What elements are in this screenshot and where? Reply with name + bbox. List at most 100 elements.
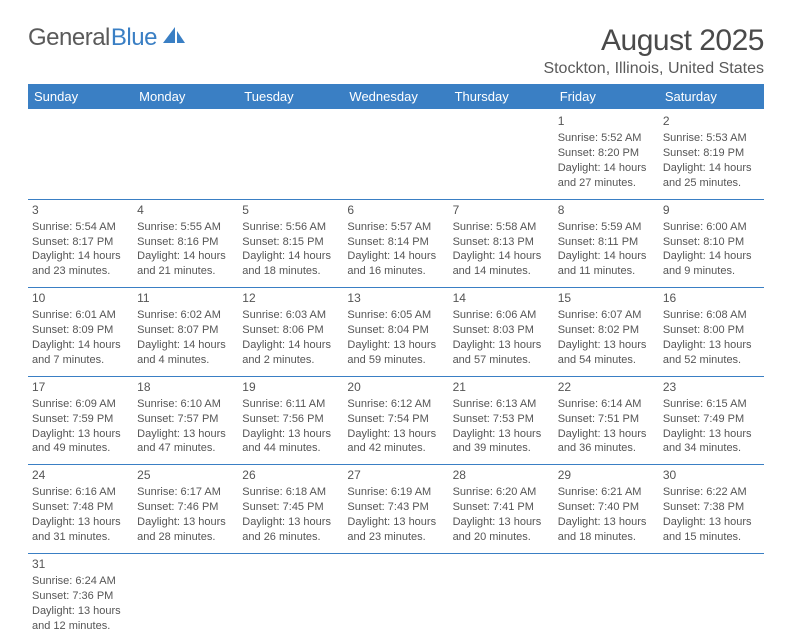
calendar-cell: 16Sunrise: 6:08 AMSunset: 8:00 PMDayligh… [659,288,764,377]
daylight-text: Daylight: 14 hours [32,338,129,353]
sunset-text: Sunset: 7:59 PM [32,412,129,427]
sunset-text: Sunset: 8:07 PM [137,323,234,338]
daylight-text: Daylight: 14 hours [558,249,655,264]
calendar-cell: 4Sunrise: 5:55 AMSunset: 8:16 PMDaylight… [133,199,238,288]
day-header: Thursday [449,84,554,109]
daylight-text: and 18 minutes. [242,264,339,279]
daylight-text: and 20 minutes. [453,530,550,545]
daylight-text: and 31 minutes. [32,530,129,545]
sunrise-text: Sunrise: 6:03 AM [242,308,339,323]
calendar-cell: 21Sunrise: 6:13 AMSunset: 7:53 PMDayligh… [449,376,554,465]
calendar-cell-empty [28,109,133,199]
sunrise-text: Sunrise: 6:01 AM [32,308,129,323]
calendar-cell-empty [554,553,659,641]
calendar-row: 17Sunrise: 6:09 AMSunset: 7:59 PMDayligh… [28,376,764,465]
day-number: 1 [558,113,655,129]
day-number: 14 [453,290,550,306]
calendar-cell: 29Sunrise: 6:21 AMSunset: 7:40 PMDayligh… [554,465,659,554]
sunrise-text: Sunrise: 6:15 AM [663,397,760,412]
logo-text-blue: Blue [111,24,157,52]
daylight-text: Daylight: 14 hours [347,249,444,264]
daylight-text: Daylight: 14 hours [242,249,339,264]
calendar-cell-empty [449,109,554,199]
daylight-text: and 47 minutes. [137,441,234,456]
day-header: Wednesday [343,84,448,109]
daylight-text: and 44 minutes. [242,441,339,456]
daylight-text: and 52 minutes. [663,353,760,368]
daylight-text: Daylight: 14 hours [663,161,760,176]
calendar-row: 24Sunrise: 6:16 AMSunset: 7:48 PMDayligh… [28,465,764,554]
calendar-cell-empty [343,553,448,641]
calendar-row: 31Sunrise: 6:24 AMSunset: 7:36 PMDayligh… [28,553,764,641]
calendar-cell: 8Sunrise: 5:59 AMSunset: 8:11 PMDaylight… [554,199,659,288]
daylight-text: Daylight: 13 hours [137,515,234,530]
day-number: 21 [453,379,550,395]
sunrise-text: Sunrise: 6:00 AM [663,220,760,235]
daylight-text: and 14 minutes. [453,264,550,279]
header: GeneralBlue August 2025 Stockton, Illino… [28,24,764,78]
calendar-cell: 25Sunrise: 6:17 AMSunset: 7:46 PMDayligh… [133,465,238,554]
daylight-text: Daylight: 14 hours [32,249,129,264]
day-number: 12 [242,290,339,306]
calendar-cell: 31Sunrise: 6:24 AMSunset: 7:36 PMDayligh… [28,553,133,641]
calendar-cell: 9Sunrise: 6:00 AMSunset: 8:10 PMDaylight… [659,199,764,288]
calendar-cell: 13Sunrise: 6:05 AMSunset: 8:04 PMDayligh… [343,288,448,377]
daylight-text: and 18 minutes. [558,530,655,545]
location-text: Stockton, Illinois, United States [543,60,764,78]
sunset-text: Sunset: 7:51 PM [558,412,655,427]
calendar-cell: 12Sunrise: 6:03 AMSunset: 8:06 PMDayligh… [238,288,343,377]
sunset-text: Sunset: 7:54 PM [347,412,444,427]
calendar-cell: 17Sunrise: 6:09 AMSunset: 7:59 PMDayligh… [28,376,133,465]
sunrise-text: Sunrise: 6:12 AM [347,397,444,412]
daylight-text: Daylight: 13 hours [242,515,339,530]
calendar-cell: 18Sunrise: 6:10 AMSunset: 7:57 PMDayligh… [133,376,238,465]
sunrise-text: Sunrise: 6:14 AM [558,397,655,412]
page-title: August 2025 [543,24,764,58]
sunset-text: Sunset: 7:46 PM [137,500,234,515]
daylight-text: Daylight: 13 hours [347,515,444,530]
sunset-text: Sunset: 7:43 PM [347,500,444,515]
sunset-text: Sunset: 8:17 PM [32,235,129,250]
daylight-text: Daylight: 13 hours [558,338,655,353]
day-number: 26 [242,467,339,483]
sunrise-text: Sunrise: 6:05 AM [347,308,444,323]
sunset-text: Sunset: 7:40 PM [558,500,655,515]
daylight-text: and 49 minutes. [32,441,129,456]
daylight-text: Daylight: 13 hours [32,604,129,619]
title-block: August 2025 Stockton, Illinois, United S… [543,24,764,78]
daylight-text: Daylight: 14 hours [558,161,655,176]
sunset-text: Sunset: 8:10 PM [663,235,760,250]
calendar-cell: 27Sunrise: 6:19 AMSunset: 7:43 PMDayligh… [343,465,448,554]
sunset-text: Sunset: 7:45 PM [242,500,339,515]
calendar-cell: 2Sunrise: 5:53 AMSunset: 8:19 PMDaylight… [659,109,764,199]
day-number: 22 [558,379,655,395]
sunset-text: Sunset: 7:49 PM [663,412,760,427]
sunset-text: Sunset: 8:06 PM [242,323,339,338]
daylight-text: and 15 minutes. [663,530,760,545]
sunset-text: Sunset: 7:38 PM [663,500,760,515]
sunrise-text: Sunrise: 6:17 AM [137,485,234,500]
daylight-text: and 59 minutes. [347,353,444,368]
day-header: Friday [554,84,659,109]
sunrise-text: Sunrise: 6:07 AM [558,308,655,323]
daylight-text: Daylight: 13 hours [137,427,234,442]
calendar-table: SundayMondayTuesdayWednesdayThursdayFrid… [28,84,764,641]
sunset-text: Sunset: 8:13 PM [453,235,550,250]
daylight-text: and 57 minutes. [453,353,550,368]
calendar-cell: 6Sunrise: 5:57 AMSunset: 8:14 PMDaylight… [343,199,448,288]
day-number: 10 [32,290,129,306]
daylight-text: Daylight: 13 hours [663,427,760,442]
daylight-text: and 21 minutes. [137,264,234,279]
calendar-cell: 14Sunrise: 6:06 AMSunset: 8:03 PMDayligh… [449,288,554,377]
calendar-cell: 15Sunrise: 6:07 AMSunset: 8:02 PMDayligh… [554,288,659,377]
day-number: 31 [32,556,129,572]
sunrise-text: Sunrise: 5:53 AM [663,131,760,146]
daylight-text: and 34 minutes. [663,441,760,456]
day-header: Monday [133,84,238,109]
calendar-cell: 19Sunrise: 6:11 AMSunset: 7:56 PMDayligh… [238,376,343,465]
calendar-cell-empty [133,553,238,641]
daylight-text: and 36 minutes. [558,441,655,456]
calendar-cell-empty [343,109,448,199]
sunrise-text: Sunrise: 5:58 AM [453,220,550,235]
sunrise-text: Sunrise: 5:52 AM [558,131,655,146]
